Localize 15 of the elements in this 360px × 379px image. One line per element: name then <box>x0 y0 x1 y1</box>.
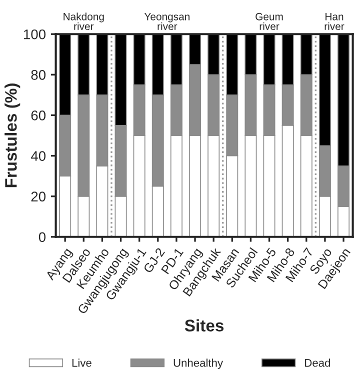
y-tick-label: 80 <box>31 70 46 80</box>
y-tick-label: 100 <box>24 29 46 40</box>
text: Han river <box>324 13 344 30</box>
text: Geum river <box>256 12 283 30</box>
y-tick-label: 60 <box>31 110 46 120</box>
y-tick-label: 20 <box>31 192 46 202</box>
text: Yeongsan river <box>144 13 190 30</box>
y-tick-label: 40 <box>30 151 46 161</box>
text: Nakdong river <box>64 12 104 30</box>
legend-label: Dead <box>305 358 330 367</box>
y-axis-title: Frustules (%) <box>4 84 20 188</box>
legend-label: Unhealthy <box>174 358 224 369</box>
y-tick-label: 0 <box>38 232 46 242</box>
legend-label: Live <box>72 358 92 367</box>
x-axis-title: Sites <box>184 319 224 332</box>
